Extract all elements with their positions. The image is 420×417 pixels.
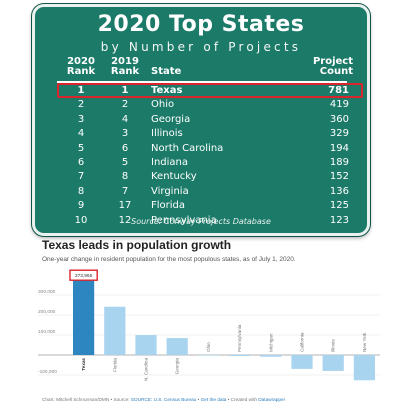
- project-count: 419: [329, 99, 349, 111]
- sign-row: 1 1 Texas 781: [35, 84, 367, 98]
- rank-2020: 10: [74, 214, 88, 226]
- category-label: Ohio: [206, 342, 211, 352]
- bar-new-york: [353, 355, 376, 381]
- header-rank-2020: 2020 Rank: [66, 56, 96, 77]
- sign-subtitle: by Number of Projects: [100, 40, 302, 54]
- y-tick-label: 200,000: [38, 309, 56, 315]
- header-state: State: [151, 66, 182, 77]
- project-count: 781: [328, 85, 349, 96]
- category-label: Michigan: [268, 333, 273, 352]
- header-project-count: Project Count: [312, 56, 353, 77]
- bar-illinois: [322, 355, 344, 371]
- population-growth-chart: 300,000 200,000 100,000 -100,000 Texas 373,96…: [38, 269, 380, 381]
- state-name: Virginia: [151, 185, 189, 197]
- bar-pennsylvania: [228, 355, 251, 356]
- project-count: 136: [329, 185, 349, 197]
- rank-2020: 9: [77, 200, 85, 212]
- datawrapper-link[interactable]: Datawrapper: [258, 397, 286, 402]
- category-label: Texas: [81, 358, 86, 371]
- chart-subtitle: One-year change in resident population f…: [42, 256, 296, 263]
- rank-2019: 6: [121, 142, 129, 154]
- rank-2020: 4: [77, 128, 85, 140]
- category-label: Florida: [112, 358, 117, 372]
- project-count: 125: [329, 200, 349, 212]
- bar-california: [291, 355, 313, 369]
- chart-footer: Chart: Mitchell Schnurman/DMN • Source: …: [42, 397, 285, 402]
- category-label: Illinois: [331, 339, 336, 352]
- rank-2019: 8: [121, 171, 129, 183]
- get-the-data-link[interactable]: Get the data: [200, 397, 227, 402]
- rank-2019: 3: [121, 128, 129, 140]
- state-name: Georgia: [151, 113, 191, 125]
- bar-n-carolina: [135, 335, 157, 355]
- rank-2020: 1: [77, 85, 85, 96]
- state-name: Indiana: [151, 157, 189, 168]
- chart-title: Texas leads in population growth: [42, 238, 232, 252]
- footer-created-with: • Created with: [227, 397, 257, 402]
- state-name: Ohio: [151, 99, 175, 111]
- footer-source-link[interactable]: SOURCE: U.S. Census Bureau: [130, 397, 197, 402]
- project-count: 360: [329, 113, 349, 125]
- rank-2019: 12: [118, 214, 132, 226]
- state-name: Florida: [151, 200, 186, 212]
- project-count: 152: [329, 171, 349, 183]
- sign-row: 8 7 Virginia 136: [35, 185, 367, 199]
- project-count: 123: [329, 214, 349, 226]
- sign-row: 6 5 Indiana 189: [35, 156, 367, 170]
- y-tick-label: 300,000: [38, 289, 56, 295]
- sign-row: 10 12 Pennsylvania 123: [35, 214, 367, 228]
- rank-2019: 1: [121, 85, 129, 96]
- state-name: Illinois: [151, 128, 183, 140]
- project-count: 189: [329, 157, 349, 168]
- sign-row: 9 17 Florida 125: [35, 199, 367, 213]
- rank-2019: 17: [118, 200, 132, 212]
- category-label: California: [300, 332, 305, 352]
- sign-row: 3 4 Georgia 360: [35, 113, 367, 127]
- rank-2020: 2: [77, 99, 85, 111]
- rank-2020: 6: [77, 157, 85, 168]
- category-label: Pennsylvania: [237, 324, 242, 352]
- project-count: 329: [329, 128, 349, 140]
- footer-separator: •: [197, 397, 200, 402]
- rank-2020: 3: [77, 113, 85, 125]
- rank-2019: 2: [121, 99, 129, 111]
- sign-row: 7 8 Kentucky 152: [35, 170, 367, 184]
- header-rank-2019: 2019 Rank: [110, 56, 140, 77]
- state-name: North Carolina: [151, 142, 224, 154]
- y-tick-label: -100,000: [38, 369, 57, 375]
- sign-title: 2020 Top States: [97, 12, 305, 37]
- texas-highlight-box: [57, 83, 363, 98]
- rank-2020: 5: [77, 142, 85, 154]
- value-label: 373,965: [75, 273, 93, 279]
- category-label: Georgia: [175, 358, 180, 375]
- rank-2019: 7: [121, 185, 129, 197]
- top-states-sign: 2020 Top States by Number of Projects 20…: [32, 4, 370, 236]
- bar-georgia: [166, 338, 188, 355]
- bar-michigan: [260, 355, 282, 357]
- footer-credit: Chart: Mitchell Schnurman/DMN • Source:: [42, 397, 130, 402]
- sign-row: 2 2 Ohio 419: [35, 98, 367, 112]
- state-name: Pennsylvania: [151, 214, 217, 226]
- state-name: Texas: [151, 85, 183, 96]
- bar-ohio: [197, 355, 220, 356]
- rank-2019: 4: [121, 113, 129, 125]
- rank-2020: 7: [77, 171, 85, 183]
- category-label: N. Carolina: [144, 358, 149, 381]
- rank-2020: 8: [77, 185, 85, 197]
- project-count: 194: [329, 142, 349, 154]
- bar-texas: [72, 280, 95, 355]
- bar-florida: [104, 306, 126, 355]
- state-name: Kentucky: [151, 171, 197, 183]
- sign-divider: [57, 81, 347, 83]
- value-highlight-box: [69, 269, 98, 281]
- category-label: New York: [362, 332, 367, 352]
- y-tick-label: 100,000: [38, 329, 56, 335]
- sign-source: Source: Conway Projects Database: [131, 217, 271, 226]
- sign-row: 4 3 Illinois 329: [35, 127, 367, 141]
- rank-2019: 5: [121, 157, 129, 168]
- sign-row: 5 6 North Carolina 194: [35, 142, 367, 156]
